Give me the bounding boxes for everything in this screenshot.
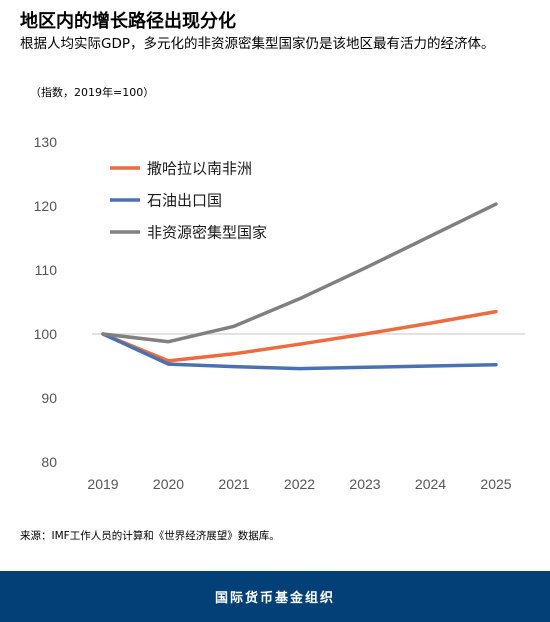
legend-label: 撒哈拉以南非洲 — [147, 160, 252, 178]
line-chart: 80 90 100 110 120 130 2019 2020 2021 2022 2023 2024… — [34, 134, 525, 492]
y-tick-label: 80 — [41, 454, 57, 470]
footer-label: 国际货币基金组织 — [214, 591, 335, 606]
x-tick-label: 2023 — [349, 476, 380, 492]
series-lines — [101, 202, 498, 371]
series-line-3 — [101, 202, 498, 344]
unit-note: （指数，2019年=100） — [30, 86, 155, 99]
y-tick-label: 110 — [35, 262, 58, 278]
x-tick-label: 2020 — [153, 476, 184, 492]
x-tick-label: 2024 — [415, 476, 446, 492]
y-tick-label: 90 — [41, 390, 57, 406]
x-tick-label: 2025 — [480, 476, 511, 492]
y-tick-label: 120 — [34, 198, 58, 214]
x-tick-label: 2021 — [218, 476, 249, 492]
series-line-1 — [101, 309, 498, 363]
legend-label: 石油出口国 — [147, 192, 222, 210]
x-tick-label: 2019 — [87, 476, 118, 492]
chart-title: 地区内的增长路径出现分化 — [20, 11, 236, 32]
x-tick-label: 2022 — [284, 476, 315, 492]
axis-layer: 80 90 100 110 120 130 2019 2020 2021 2022 2023 2024… — [34, 134, 525, 492]
legend-label: 非资源密集型国家 — [147, 224, 267, 242]
source-note: 来源：IMF工作人员的计算和《世界经济展望》数据库。 — [20, 530, 280, 542]
chart-subtitle: 根据人均实际GDP，多元化的非资源密集型国家仍是该地区最有活力的经济体。 — [20, 36, 495, 52]
y-tick-label: 130 — [34, 134, 58, 150]
series-line-2 — [101, 332, 498, 371]
y-tick-label: 100 — [34, 326, 58, 342]
footer-bar: 国际货币基金组织 — [0, 571, 550, 622]
